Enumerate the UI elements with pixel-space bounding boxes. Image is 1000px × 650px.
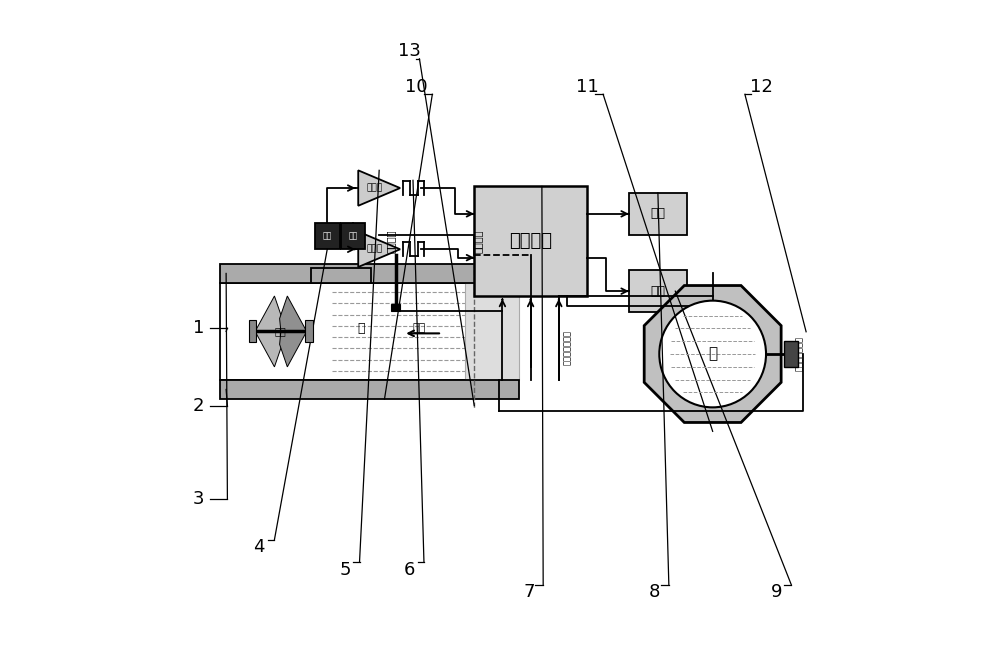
Bar [315,223,340,249]
Text: 9: 9 [771,584,783,601]
Text: 5: 5 [340,561,351,579]
Text: 3: 3 [193,490,204,508]
Text: 涡轮: 涡轮 [275,326,287,337]
Text: 流向: 流向 [413,323,426,333]
Bar [249,320,256,343]
Bar [391,304,400,311]
Polygon shape [255,332,282,367]
Bar [474,187,587,296]
Text: 上部液位传感器: 上部液位传感器 [563,330,572,365]
Text: 1: 1 [193,319,204,337]
Polygon shape [280,296,307,332]
Bar [341,223,365,249]
Bar [784,341,798,367]
Polygon shape [644,285,781,422]
Bar [629,270,687,312]
Text: 液位检测: 液位检测 [472,229,482,253]
Text: 存储: 存储 [650,285,665,298]
Bar [629,193,687,235]
Bar [220,283,519,380]
Text: 13: 13 [398,42,421,60]
Polygon shape [358,231,400,267]
Text: 线圈: 线圈 [323,231,332,240]
Text: 4: 4 [253,538,264,556]
Bar [220,380,519,399]
Polygon shape [255,296,282,332]
Text: 微处理器: 微处理器 [509,232,552,250]
Text: 2: 2 [193,396,204,415]
Text: 油: 油 [358,322,365,335]
Text: 10: 10 [405,77,428,96]
Bar [465,283,519,380]
Text: 12: 12 [750,77,772,96]
Circle shape [659,301,766,408]
Text: 线圈: 线圈 [348,231,358,240]
Text: 油: 油 [708,346,717,361]
Text: 8: 8 [649,584,660,601]
Polygon shape [358,170,400,206]
Text: 比较器: 比较器 [366,183,382,192]
Text: 化较器: 化较器 [366,245,382,254]
Polygon shape [280,332,307,367]
Text: 显示: 显示 [650,207,665,220]
Text: 温度测量: 温度测量 [385,229,395,253]
Bar [305,320,313,343]
Bar [220,264,519,283]
Text: 下部液位传感器: 下部液位传感器 [795,337,804,372]
Text: 7: 7 [523,584,535,601]
Bar [311,268,371,283]
Text: 6: 6 [404,561,415,579]
Text: 11: 11 [576,77,598,96]
